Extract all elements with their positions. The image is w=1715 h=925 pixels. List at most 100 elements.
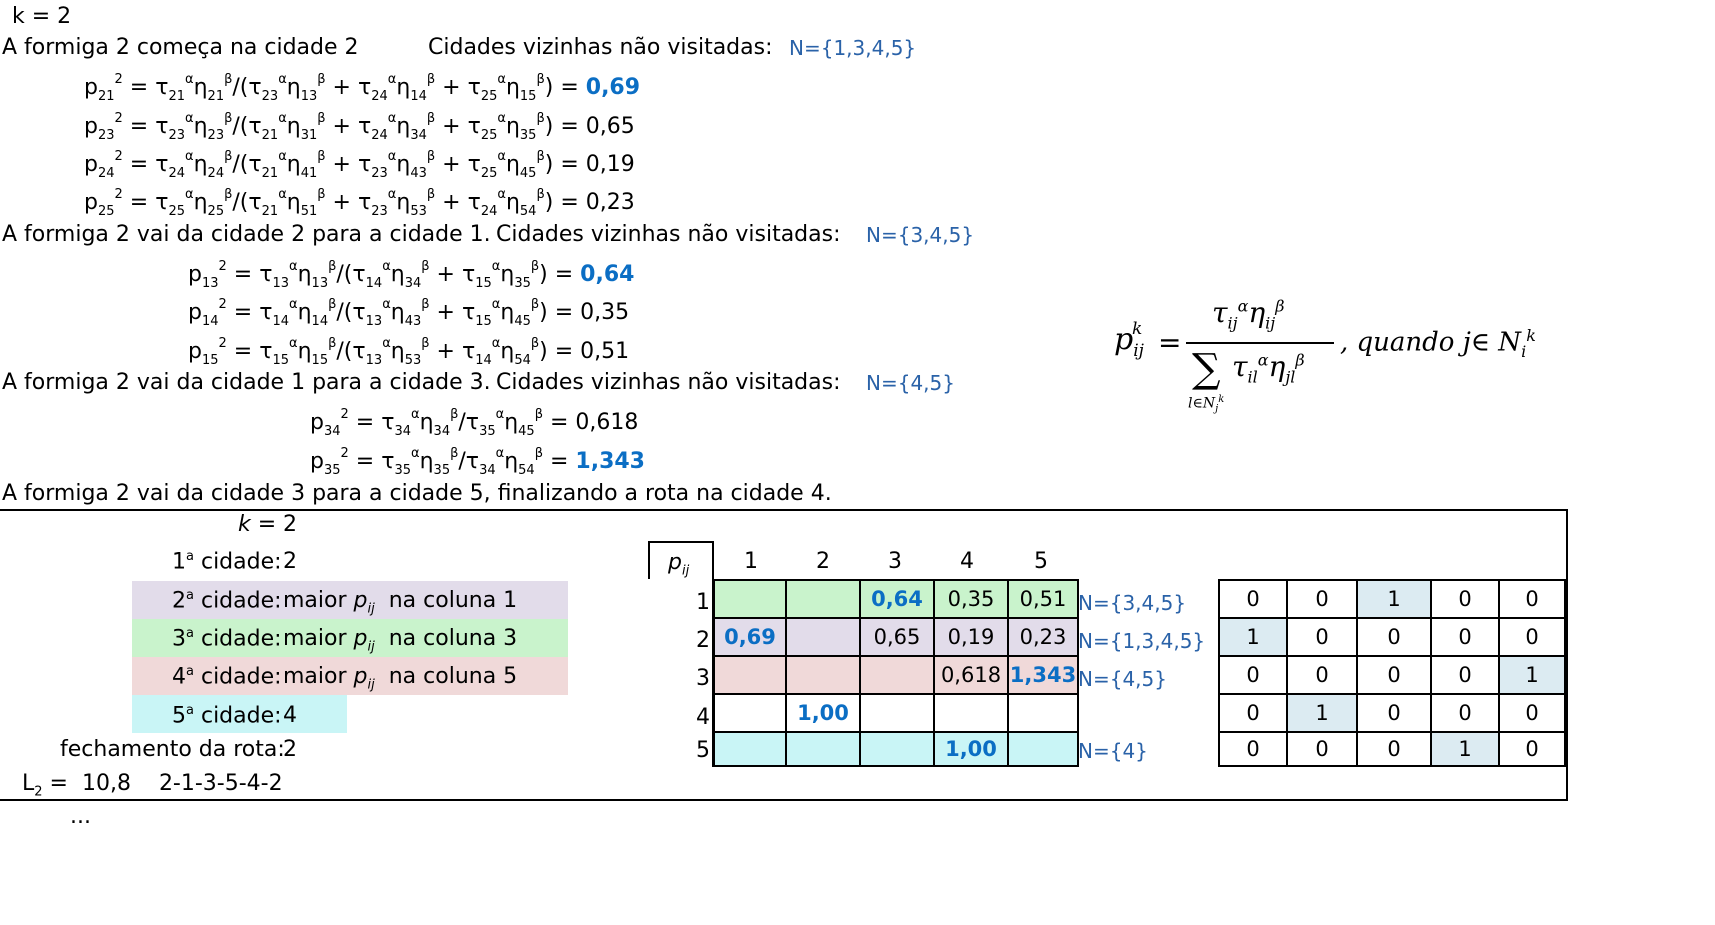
formula-p13: p132 = τ13αη13β/(τ14αη34β + τ15αη35β) = … [188,259,635,291]
step1-neighbors-label: Cidades vizinhas não visitadas: [428,35,773,60]
bin-2-1: 1 [1218,617,1288,657]
row3-set: N={4,5} [1078,667,1167,691]
value-p13: 0,64 [580,262,635,287]
summary-third: 3a cidade: [172,626,282,652]
ptable-row-3: 3 [696,666,710,691]
bin-5-3: 0 [1356,731,1432,767]
bin-4-1: 0 [1218,693,1288,733]
cell-4-1 [713,693,787,733]
value-p21: 0,69 [585,75,641,100]
ptable-col-1: 1 [744,549,758,574]
cell-5-5 [1007,731,1079,767]
bin-2-2: 0 [1286,617,1358,657]
band-third [132,619,568,657]
bin-1-3: 1 [1356,579,1432,619]
formula-p21: p212 = τ21αη21β/(τ23αη13β + τ24αη14β + τ… [84,72,641,104]
ptable-col-2: 2 [816,549,830,574]
summary-fourth: 4a cidade: [172,664,282,690]
formula-p25: p252 = τ25αη25β/(τ21αη51β + τ23αη53β + τ… [84,187,635,219]
summary-fifth-value: 4 [283,703,297,728]
cell-3-1 [713,655,787,695]
bin-2-5: 0 [1498,617,1566,657]
row5-set: N={4} [1078,739,1148,763]
bin-4-5: 0 [1498,693,1566,733]
cell-5-1 [713,731,787,767]
cell-3-4: 0,618 [933,655,1009,695]
cell-4-2: 1,00 [785,693,861,733]
value-p34: 0,618 [575,410,639,435]
value-p35: 1,343 [575,449,645,474]
bin-3-1: 0 [1218,655,1288,695]
step1-neighbors-set: N={1,3,4,5} [789,36,917,60]
bin-1-5: 0 [1498,579,1566,619]
summary-close-value: 2 [283,737,297,762]
summary-second: 2a cidade: [172,588,282,614]
cell-1-4: 0,35 [933,579,1009,619]
cell-2-5: 0,23 [1007,617,1079,657]
cell-5-4: 1,00 [933,731,1009,767]
cell-2-4: 0,19 [933,617,1009,657]
bin-3-5: 1 [1498,655,1566,695]
formula-p23: p232 = τ23αη23β/(τ21αη31β + τ24αη34β + τ… [84,111,635,143]
bin-2-4: 0 [1430,617,1500,657]
ptable-col-4: 4 [960,549,974,574]
cell-2-1: 0,69 [713,617,787,657]
band-second [132,581,568,619]
cell-1-2 [785,579,861,619]
summary-fifth: 5a cidade: [172,703,282,729]
summary-k-label: k = [238,512,277,537]
summary-ellipsis: ... [70,804,91,829]
cell-4-3 [859,693,935,733]
summary-first: 1a cidade: [172,549,282,575]
value-p25: 0,23 [585,190,635,215]
step4-intro: A formiga 2 vai da cidade 3 para a cidad… [2,481,832,506]
step1-intro: A formiga 2 começa na cidade 2 [2,35,359,60]
section-top-border [0,509,1568,511]
row1-set: N={3,4,5} [1078,591,1187,615]
bin-4-4: 0 [1430,693,1500,733]
step3-neighbors-set: N={4,5} [866,371,955,395]
step2-neighbors-set: N={3,4,5} [866,223,975,247]
value-p15: 0,51 [580,339,630,364]
cell-2-2 [785,617,861,657]
bin-3-2: 0 [1286,655,1358,695]
summary-k-value: 2 [283,512,297,537]
bin-4-2: 1 [1286,693,1358,733]
band-fourth [132,657,568,695]
section-bottom-border [0,799,1568,801]
bin-2-3: 0 [1356,617,1432,657]
summary-third-value: maior pij na coluna 3 [283,626,518,655]
cell-1-5: 0,51 [1007,579,1079,619]
formula-p14: p142 = τ14αη14β/(τ13αη43β + τ15αη45β) = … [188,297,630,329]
summary-length: L2 = 10,8 2-1-3-5-4-2 [22,771,283,800]
cell-4-5 [1007,693,1079,733]
route-matrix: 0 0 1 0 0 1 0 0 0 0 0 0 0 0 1 0 1 0 0 0 … [1218,579,1566,767]
cell-3-5: 1,343 [1007,655,1079,695]
ptable-col-3: 3 [888,549,902,574]
value-p24: 0,19 [585,152,635,177]
bin-5-5: 0 [1498,731,1566,767]
summary-close-label: fechamento da rota: [60,737,285,762]
row2-set: N={1,3,4,5} [1078,629,1206,653]
cell-4-4 [933,693,1009,733]
cell-1-1 [713,579,787,619]
cell-3-3 [859,655,935,695]
band-fifth [132,695,347,733]
step3-neighbors-label: Cidades vizinhas não visitadas: [496,370,841,395]
bin-5-4: 1 [1430,731,1500,767]
cell-1-3: 0,64 [859,579,935,619]
ptable-col-5: 5 [1034,549,1048,574]
section-right-border [1566,509,1568,801]
ptable-corner: pij [648,541,714,579]
formula-p34: p342 = τ34αη34β/τ35αη45β = 0,618 [310,407,639,439]
ptable-row-1: 1 [696,590,710,615]
ptable-row-2: 2 [696,628,710,653]
bin-1-4: 0 [1430,579,1500,619]
bin-1-1: 0 [1218,579,1288,619]
value-p23: 0,65 [585,114,635,139]
bin-4-3: 0 [1356,693,1432,733]
bin-1-2: 0 [1286,579,1358,619]
ptable-row-5: 5 [696,738,710,763]
summary-second-value: maior pij na coluna 1 [283,588,518,617]
bin-5-1: 0 [1218,731,1288,767]
